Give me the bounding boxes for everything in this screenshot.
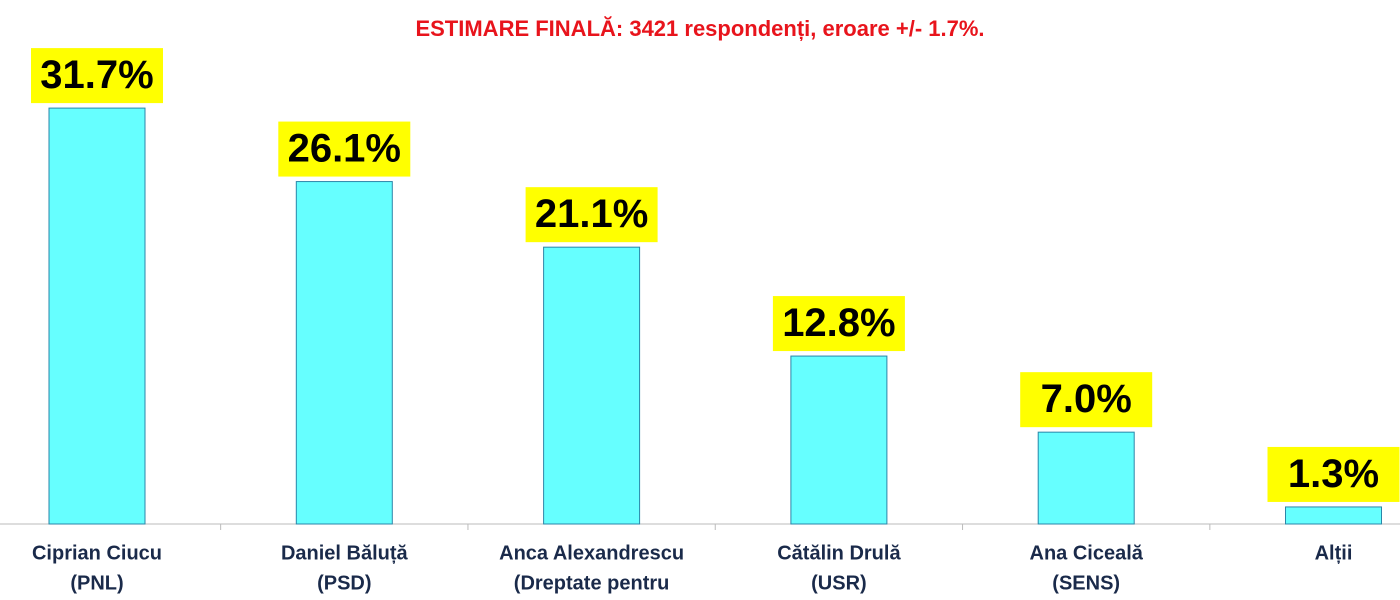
value-label-bg [1020,372,1153,428]
bar [295,181,393,525]
value-label: 12.8% [782,301,895,345]
value-label: 7.0% [1041,377,1132,421]
value-label: 1.3% [1288,452,1379,496]
x-tick-label: (PNL) [70,572,123,594]
x-tick-label: Alții [1315,542,1353,564]
value-label: 21.1% [535,192,648,236]
value-label-bg [278,121,411,177]
x-tick-label: Cătălin Drulă [777,542,901,564]
x-tick-label: (USR) [811,572,867,594]
bar [790,355,888,525]
bar [1037,431,1135,525]
bar [543,246,641,525]
x-tick-label: Anca Alexandrescu [499,542,684,564]
value-label-bg [772,296,905,352]
value-label: 26.1% [288,127,401,171]
x-tick-label: Daniel Băluță [281,542,409,564]
x-tick-label: Ciprian Ciucu [32,542,162,564]
value-label-bg [525,187,658,243]
value-label: 31.7% [40,53,153,97]
value-label-bg [1267,446,1400,502]
value-label-bg [31,48,163,104]
x-tick-label: (Dreptate pentru [514,572,670,594]
chart-title: ESTIMARE FINALĂ: 3421 respondenți, eroar… [415,16,984,41]
x-tick-label: (PSD) [317,572,371,594]
x-tick-label: Ana Ciceală [1030,542,1144,564]
x-tick-label: (SENS) [1052,572,1120,594]
bar [48,107,146,525]
bar [1285,506,1382,525]
